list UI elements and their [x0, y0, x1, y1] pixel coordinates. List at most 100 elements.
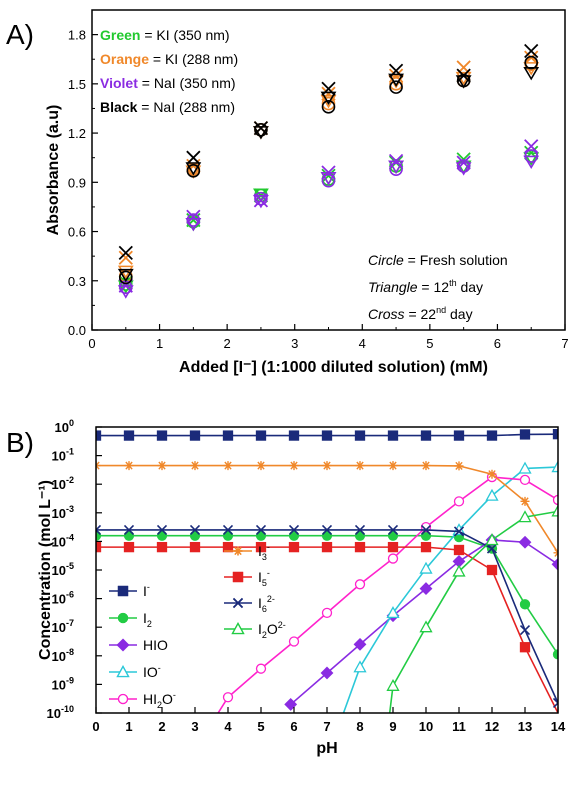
legend-label: I-	[143, 582, 150, 599]
cross-marker	[524, 139, 539, 154]
circle-marker	[321, 607, 333, 619]
square-marker	[387, 430, 399, 441]
star-marker	[256, 461, 266, 471]
y-tick-label: 0.6	[68, 225, 86, 240]
triangle-marker	[231, 622, 245, 635]
x-marker	[420, 524, 432, 536]
series-line	[217, 471, 558, 713]
square-marker	[288, 541, 300, 553]
series-line	[96, 524, 558, 709]
y-tick-label: 100	[55, 418, 74, 435]
square-marker	[123, 430, 135, 441]
cross-marker	[321, 165, 336, 180]
y-tick-label: 10-9	[52, 675, 74, 692]
circle-marker	[519, 474, 531, 486]
x-tick-label: 6	[494, 336, 501, 351]
circle-marker	[453, 496, 465, 507]
y-tick-label: 10-7	[52, 618, 74, 635]
panel-b-label: B)	[6, 427, 34, 458]
star-marker	[190, 461, 200, 471]
star-marker	[157, 461, 167, 471]
circle-marker	[321, 100, 336, 114]
x-tick-label: 1	[156, 336, 163, 351]
x-tick-label: 13	[518, 719, 532, 734]
circle-marker	[389, 80, 403, 94]
x-tick-label: 9	[389, 719, 396, 734]
circle-marker	[321, 173, 336, 188]
triangle-marker	[518, 510, 532, 523]
cross-marker	[388, 68, 404, 83]
star-marker	[124, 461, 134, 471]
square-marker	[156, 430, 168, 441]
square-marker	[321, 430, 333, 441]
circle-marker	[254, 122, 268, 137]
x-tick-label: 5	[426, 336, 433, 351]
triangle-marker	[551, 504, 558, 517]
cross-marker	[253, 193, 269, 208]
y-tick-label: 1.5	[68, 77, 86, 92]
triangle-marker	[419, 561, 433, 574]
series-line	[96, 428, 558, 441]
diamond-marker	[320, 666, 334, 680]
diamond-marker	[419, 582, 433, 596]
circle-marker	[456, 159, 471, 173]
circle-marker	[255, 663, 267, 674]
square-marker	[123, 541, 135, 553]
triangle-marker	[388, 73, 404, 88]
color-legend-entry: Orange = KI (288 nm)	[100, 51, 238, 67]
x-tick-label: 3	[291, 336, 298, 351]
triangle-marker	[523, 67, 540, 81]
cross-marker	[186, 150, 201, 165]
x-marker	[519, 624, 531, 636]
triangle-marker	[185, 217, 202, 232]
triangle-marker	[419, 620, 433, 633]
star-marker	[223, 461, 233, 471]
y-tick-label: 1.8	[68, 28, 86, 43]
panel-a-markers	[117, 43, 540, 299]
x-tick-label: 6	[290, 719, 297, 734]
triangle-marker	[386, 606, 400, 619]
x-tick-label: 10	[419, 719, 433, 734]
circle-marker	[354, 530, 366, 541]
x-tick-label: 0	[92, 719, 99, 734]
y-tick-label: 0.3	[68, 274, 86, 289]
y-axis-title: Absorbance (a.u)	[45, 105, 62, 236]
y-tick-label: 10-1	[52, 447, 74, 464]
cross-marker	[321, 168, 336, 183]
legend-label: IO-	[143, 663, 161, 680]
x-marker	[232, 597, 244, 609]
legend-label: I2	[143, 610, 152, 629]
circle-marker	[117, 612, 129, 624]
square-marker	[321, 541, 333, 553]
square-marker	[222, 430, 234, 441]
square-marker	[189, 541, 201, 553]
x-marker	[96, 524, 102, 536]
star-marker	[388, 461, 398, 471]
cross-marker	[388, 63, 404, 78]
x-tick-label: 2	[224, 336, 231, 351]
x-marker	[321, 524, 333, 536]
triangle-marker	[253, 195, 269, 209]
legend-label: I5-	[258, 568, 270, 588]
legend-label: I62-	[258, 594, 275, 614]
square-marker	[354, 541, 366, 553]
y-tick-label: 10-2	[52, 475, 74, 492]
panel-a-legend: Green = KI (350 nm) Orange = KI (288 nm) V…	[100, 27, 508, 322]
x-tick-label: 4	[224, 719, 232, 734]
cross-marker	[321, 81, 336, 96]
color-legend-entry: Violet = NaI (350 nm)	[100, 75, 236, 91]
x-marker	[387, 524, 399, 536]
cross-marker	[186, 209, 201, 224]
x-marker	[552, 697, 558, 709]
circle-marker	[389, 162, 403, 176]
x-tick-label: 3	[191, 719, 198, 734]
triangle-marker	[386, 678, 400, 691]
triangle-marker	[185, 162, 202, 176]
square-marker	[232, 571, 244, 583]
square-marker	[156, 541, 168, 553]
x-axis-title: Added [I⁻] (1:1000 diluted solution) (mM…	[179, 359, 488, 376]
circle-marker	[186, 164, 201, 178]
y-tick-label: 10-6	[52, 590, 74, 607]
x-tick-label: 14	[551, 719, 566, 734]
legend-label: HIO	[143, 637, 168, 653]
